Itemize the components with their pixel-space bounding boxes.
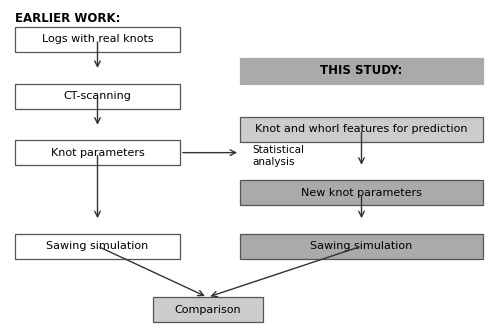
Text: New knot parameters: New knot parameters — [301, 188, 422, 198]
Bar — [240, 234, 482, 259]
Text: Sawing simulation: Sawing simulation — [46, 241, 148, 251]
Text: THIS STUDY:: THIS STUDY: — [320, 64, 402, 77]
Text: Comparison: Comparison — [174, 305, 241, 315]
Bar — [15, 140, 180, 165]
Bar — [15, 84, 180, 109]
Text: Logs with real knots: Logs with real knots — [42, 34, 154, 44]
Text: CT-scanning: CT-scanning — [64, 91, 132, 101]
Text: EARLIER WORK:: EARLIER WORK: — [15, 12, 120, 25]
Bar — [15, 234, 180, 259]
Text: Knot and whorl features for prediction: Knot and whorl features for prediction — [255, 125, 468, 134]
Bar — [152, 297, 262, 322]
Bar — [240, 180, 482, 205]
Text: Knot parameters: Knot parameters — [50, 148, 144, 158]
Text: Sawing simulation: Sawing simulation — [310, 241, 412, 251]
Bar — [240, 58, 482, 84]
Text: Statistical
analysis: Statistical analysis — [252, 145, 304, 167]
Bar — [240, 117, 482, 142]
Bar — [15, 27, 180, 52]
